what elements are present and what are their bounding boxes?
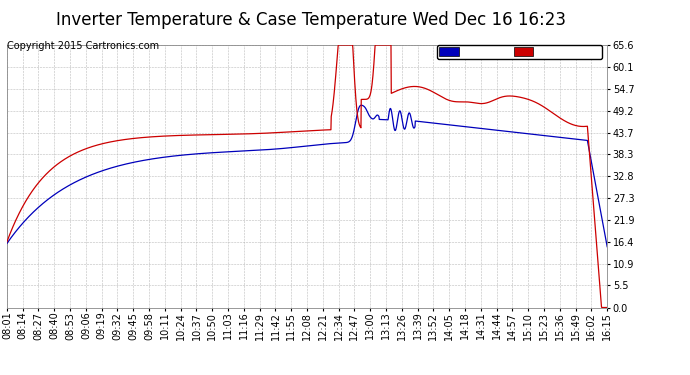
Legend: Case  (°C), Inverter  (°C): Case (°C), Inverter (°C) [437, 45, 602, 58]
Text: Copyright 2015 Cartronics.com: Copyright 2015 Cartronics.com [7, 41, 159, 51]
Text: Inverter Temperature & Case Temperature Wed Dec 16 16:23: Inverter Temperature & Case Temperature … [55, 11, 566, 29]
